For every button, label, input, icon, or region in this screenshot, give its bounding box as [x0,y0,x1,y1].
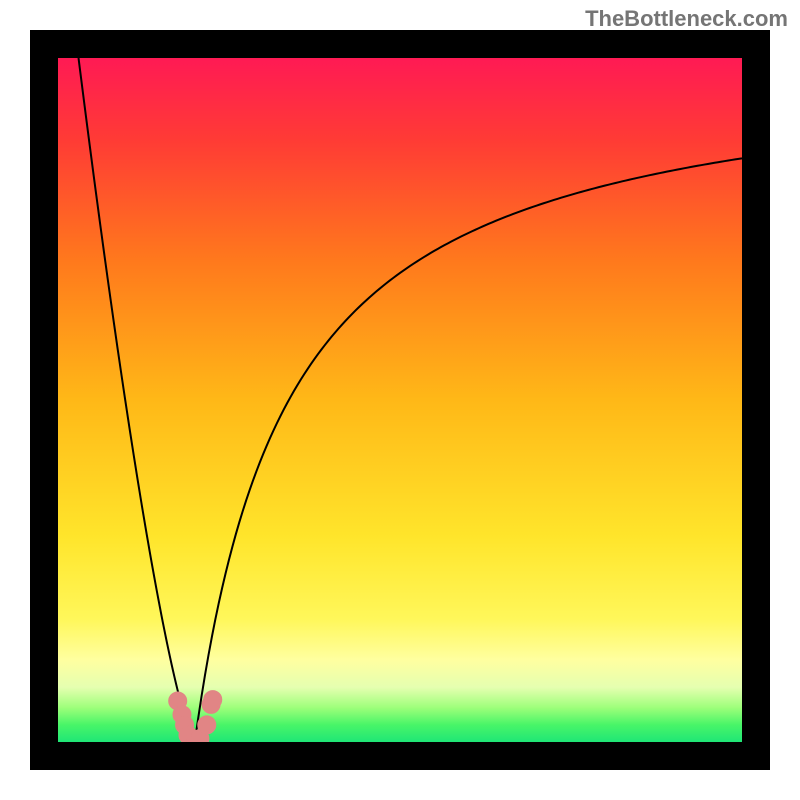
figure-root: TheBottleneck.com [0,0,800,800]
highlight-marker [204,691,222,709]
plot-background-gradient [58,58,742,742]
bottleneck-chart [0,0,800,800]
watermark-text: TheBottleneck.com [585,6,788,32]
highlight-marker [198,716,216,734]
